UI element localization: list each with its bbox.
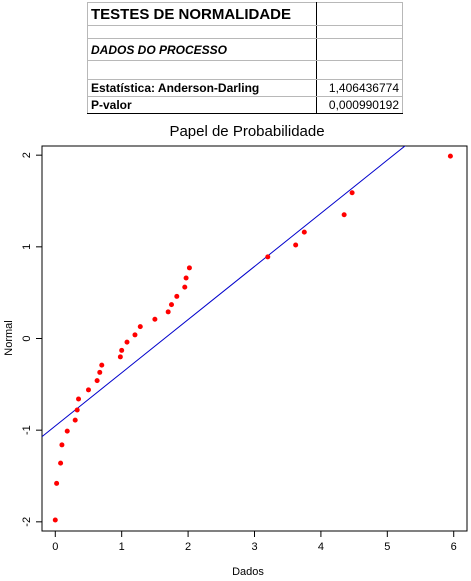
data-point (119, 347, 125, 353)
data-point (186, 265, 192, 271)
data-point (137, 324, 143, 330)
data-point (174, 293, 180, 299)
data-point (183, 275, 189, 281)
chart-title: Papel de Probabilidade (169, 123, 324, 140)
y-tick-label: -2 (21, 517, 33, 527)
data-point (117, 354, 123, 360)
x-tick-label: 0 (52, 541, 58, 553)
y-axis-label: Normal (3, 320, 15, 355)
x-tick-label: 3 (251, 541, 257, 553)
data-point (52, 517, 58, 523)
data-point (94, 378, 100, 384)
data-point (74, 407, 80, 413)
p-value-label: P-valor (87, 96, 317, 114)
data-point (447, 153, 453, 159)
statistic-value: 1,406436774 (316, 79, 403, 97)
data-point (349, 190, 355, 196)
table-empty-cell (316, 2, 403, 26)
y-tick-label: -1 (21, 425, 33, 435)
data-point (341, 212, 347, 218)
data-point (85, 387, 91, 393)
data-point (182, 284, 188, 290)
data-point (97, 369, 103, 375)
data-point (54, 480, 60, 486)
y-tick-label: 1 (21, 244, 33, 250)
data-point (124, 339, 130, 345)
data-point (265, 254, 271, 260)
x-tick-label: 5 (384, 541, 390, 553)
x-tick-label: 2 (185, 541, 191, 553)
plot-frame (41, 145, 468, 532)
data-point (301, 229, 307, 235)
data-point (99, 362, 105, 368)
p-value-value: 0,000990192 (316, 96, 403, 114)
y-tick-label: 2 (21, 152, 33, 158)
x-tick-label: 6 (451, 541, 457, 553)
normality-test-table: TESTES DE NORMALIDADE DADOS DO PROCESSO … (87, 2, 403, 114)
fit-line (42, 146, 406, 437)
data-point (152, 316, 158, 322)
data-point (64, 428, 70, 434)
data-point (58, 460, 64, 466)
data-point (132, 332, 138, 338)
x-tick-label: 1 (119, 541, 125, 553)
y-tick-label: 0 (21, 335, 33, 341)
data-point (165, 309, 171, 315)
data-point (76, 396, 82, 402)
data-point (293, 242, 299, 248)
table-subtitle: DADOS DO PROCESSO (87, 38, 317, 61)
data-point (59, 442, 65, 448)
data-point (72, 417, 78, 423)
x-axis-label: Dados (232, 566, 264, 578)
data-point (168, 302, 174, 308)
x-tick-label: 4 (318, 541, 324, 553)
